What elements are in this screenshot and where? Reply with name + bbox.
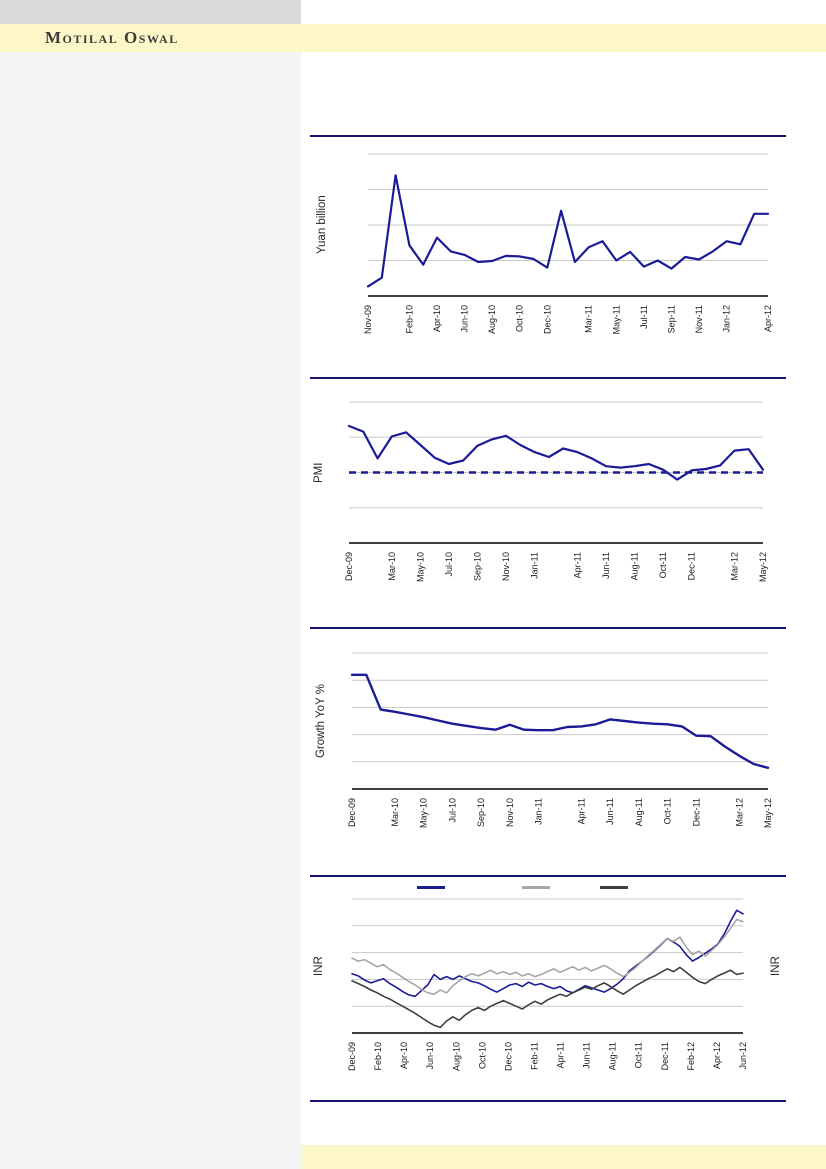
svg-text:Dec-09: Dec-09 (348, 1042, 357, 1071)
svg-text:Apr-10: Apr-10 (399, 1042, 409, 1069)
svg-text:Oct-11: Oct-11 (663, 798, 673, 824)
chart-3-y-axis-title: Growth YoY % (315, 684, 327, 758)
svg-text:Mar-11: Mar-11 (584, 305, 594, 333)
svg-text:Mar-10: Mar-10 (387, 552, 397, 581)
brand-band: Motilal Oswal (0, 24, 826, 52)
section-divider-5 (310, 1100, 786, 1102)
svg-text:Apr-11: Apr-11 (572, 552, 582, 578)
svg-text:Dec-10: Dec-10 (503, 1042, 513, 1071)
svg-text:Dec-09: Dec-09 (348, 798, 357, 827)
svg-text:Dec-11: Dec-11 (691, 798, 701, 826)
svg-text:Oct-10: Oct-10 (477, 1042, 487, 1069)
svg-text:Sep-10: Sep-10 (476, 798, 486, 827)
section-divider-3 (310, 627, 786, 629)
svg-text:Jun-11: Jun-11 (601, 552, 611, 579)
svg-text:Jan-12: Jan-12 (722, 305, 732, 333)
svg-text:Nov-10: Nov-10 (505, 798, 515, 827)
top-gray-bar (0, 0, 301, 24)
svg-text:Jan-11: Jan-11 (533, 798, 543, 825)
svg-text:Aug-11: Aug-11 (630, 552, 640, 580)
svg-text:May-10: May-10 (415, 552, 425, 582)
svg-text:May-10: May-10 (419, 798, 429, 828)
svg-text:Apr-10: Apr-10 (432, 305, 442, 332)
chart-2-y-axis-title: PMI (313, 462, 325, 483)
svg-text:Aug-10: Aug-10 (487, 305, 497, 334)
svg-text:Apr-11: Apr-11 (577, 798, 587, 824)
brand-logo-text: Motilal Oswal (45, 28, 179, 47)
svg-text:Aug-10: Aug-10 (451, 1042, 461, 1071)
svg-text:Oct-11: Oct-11 (634, 1042, 644, 1068)
chart-1-y-axis-title: Yuan billion (316, 195, 328, 255)
svg-text:Jul-10: Jul-10 (444, 552, 454, 577)
chart-4-y-axis-title-left: INR (313, 956, 325, 976)
svg-text:Jul-10: Jul-10 (447, 798, 457, 823)
svg-text:Jun-10: Jun-10 (425, 1042, 435, 1070)
legend-swatch-dark (600, 886, 628, 889)
svg-text:May-12: May-12 (758, 552, 768, 582)
svg-text:Jun-10: Jun-10 (460, 305, 470, 333)
chart-1-yuan-billion-plot: Nov-09 Feb-10 Apr-10 Jun-10 Aug-10 Oct-10 Dec-… (364, 153, 773, 334)
svg-text:Dec-11: Dec-11 (660, 1042, 670, 1070)
svg-text:Jan-11: Jan-11 (530, 552, 540, 579)
svg-text:Mar-10: Mar-10 (390, 798, 400, 827)
svg-text:Dec-10: Dec-10 (542, 305, 552, 334)
svg-text:Nov-09: Nov-09 (364, 305, 373, 334)
chart-3-growth-yoy-plot: Dec-09 Mar-10 May-10 Jul-10 Sep-10 Nov-10 Jan-… (348, 652, 773, 828)
svg-text:Jul-11: Jul-11 (639, 305, 649, 329)
svg-text:Jun-11: Jun-11 (582, 1042, 592, 1069)
svg-text:Apr-12: Apr-12 (763, 305, 773, 332)
chart-2-pmi-plot: Dec-09 Mar-10 May-10 Jul-10 Sep-10 Nov-10 Jan-… (345, 401, 768, 582)
legend-swatch-gray (522, 886, 550, 889)
section-divider-1 (310, 135, 786, 137)
svg-text:Feb-10: Feb-10 (404, 305, 414, 334)
svg-text:Mar-12: Mar-12 (734, 798, 744, 827)
svg-text:Feb-11: Feb-11 (529, 1042, 539, 1070)
svg-text:Oct-10: Oct-10 (515, 305, 525, 332)
svg-text:Sep-10: Sep-10 (472, 552, 482, 581)
chart-4-inr-plot: Dec-09 Feb-10 Apr-10 Jun-10 Aug-10 Oct-10 Dec-… (348, 898, 748, 1071)
svg-text:Aug-11: Aug-11 (608, 1042, 618, 1070)
svg-text:Sep-11: Sep-11 (666, 305, 676, 333)
svg-text:Apr-12: Apr-12 (712, 1042, 722, 1069)
svg-text:Jun-12: Jun-12 (738, 1042, 748, 1070)
left-sidebar-panel (0, 52, 301, 1169)
svg-text:Oct-11: Oct-11 (658, 552, 668, 578)
svg-text:Dec-11: Dec-11 (687, 552, 697, 580)
svg-text:Feb-12: Feb-12 (686, 1042, 696, 1071)
legend-swatch-navy (417, 886, 445, 889)
svg-text:May-12: May-12 (763, 798, 773, 828)
svg-text:Dec-09: Dec-09 (345, 552, 354, 581)
svg-text:Feb-10: Feb-10 (373, 1042, 383, 1071)
svg-text:Apr-11: Apr-11 (556, 1042, 566, 1068)
section-divider-4 (310, 875, 786, 877)
bottom-band (301, 1145, 826, 1169)
svg-text:May-11: May-11 (611, 305, 621, 334)
svg-text:Jun-11: Jun-11 (605, 798, 615, 825)
section-divider-2 (310, 377, 786, 379)
svg-text:Aug-11: Aug-11 (634, 798, 644, 826)
svg-text:Nov-11: Nov-11 (694, 305, 704, 333)
svg-text:Nov-10: Nov-10 (501, 552, 511, 581)
chart-4-y-axis-title-right: INR (770, 956, 782, 976)
svg-text:Mar-12: Mar-12 (729, 552, 739, 581)
